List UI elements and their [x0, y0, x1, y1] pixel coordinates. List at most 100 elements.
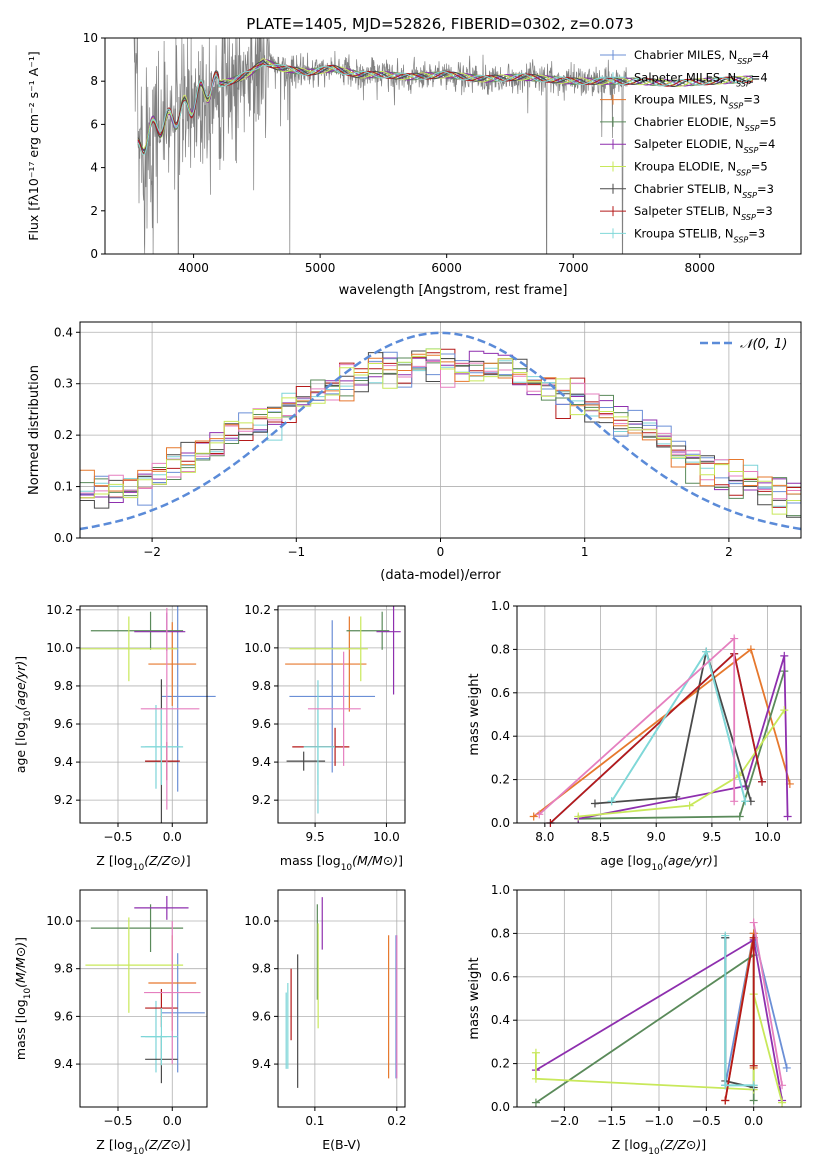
y-tick-label: 10.2 [244, 603, 271, 617]
x-tick-label: 9.0 [647, 830, 666, 844]
y-tick-label: 0.1 [54, 480, 73, 494]
weight-marker-5-0 [574, 812, 583, 821]
x-tick-label: −1.5 [597, 1114, 626, 1128]
figure-title: PLATE=1405, MJD=52826, FIBERID=0302, z=0… [246, 15, 633, 33]
y-tick-label: 10.0 [46, 641, 73, 655]
histogram-series-6 [80, 361, 801, 500]
weight-marker-7-2 [749, 1061, 758, 1070]
y-axis-label: mass weight [467, 673, 482, 755]
legend-entry: Salpeter ELODIE, NSSP=4 [634, 137, 775, 155]
weight-marker-8-2 [749, 1081, 758, 1090]
y-axis-label: Flux [fλ10⁻¹⁷ erg cm⁻² s⁻¹ A⁻¹] [26, 51, 41, 240]
mass-vs-ebv-panel: 0.1 0.2 9.4 9.6 9.8 10.0 E(B-V) [244, 889, 406, 1152]
weight-marker-8-0 [721, 931, 730, 940]
axes-frame [516, 605, 802, 824]
y-tick-label: 0.2 [491, 1057, 510, 1071]
y-tick-label: 0.4 [491, 729, 510, 743]
y-tick-label: 0.0 [491, 1100, 510, 1114]
weight-series-8 [610, 649, 747, 802]
spectrum-model-line-8 [137, 64, 754, 156]
y-tick-label: 8 [90, 74, 98, 88]
y-tick-label: 0.2 [54, 428, 73, 442]
weight-marker-2-0 [529, 812, 538, 821]
x-tick-label: 10.0 [373, 830, 400, 844]
y-axis-label: Normed distribution [27, 365, 42, 495]
weight-marker-3-0 [531, 1098, 540, 1107]
y-axis-label: mass [log10(M/M⊙)] [13, 937, 33, 1060]
y-tick-label: 9.4 [54, 755, 73, 769]
x-tick-label: 8.0 [535, 830, 554, 844]
weight-marker-4-2 [780, 651, 789, 660]
x-tick-label: 7000 [558, 261, 589, 275]
x-tick-label: 0.2 [387, 1114, 406, 1128]
weight-marker-2-1 [746, 645, 755, 654]
legend-entry: Kroupa ELODIE, NSSP=5 [634, 160, 768, 178]
spectrum-model-line-3 [137, 61, 753, 154]
legend-entry: Salpeter MILES, NSSP=4 [634, 70, 768, 88]
weight-series-7 [724, 937, 755, 1101]
y-tick-label: 0.8 [491, 642, 510, 656]
weight-series-6 [594, 651, 752, 805]
x-tick-label: 9.5 [306, 830, 325, 844]
x-tick-label: 10.0 [754, 830, 781, 844]
weight-marker-8-0 [607, 797, 616, 806]
y-tick-label: 9.6 [54, 1009, 73, 1023]
y-tick-label: 0.0 [54, 531, 73, 545]
residual-panel: −2 −1 0 1 2 0.0 0.1 0.2 0.3 0.4 (data-model)/error… [27, 321, 802, 583]
weight-series-5 [578, 709, 786, 818]
legend-entry: Chabrier ELODIE, NSSP=5 [634, 115, 776, 132]
y-tick-label: 9.4 [54, 1057, 73, 1071]
y-tick-label: 0.2 [491, 773, 510, 787]
spectrum-model-line-4 [137, 59, 754, 151]
mass-vs-Z-panel: −0.5 0.0 9.4 9.6 9.8 10.0 Z [log10(Z/Z⊙)] mass … [13, 889, 208, 1157]
weight-marker-5-4 [778, 1098, 787, 1107]
x-axis-label: E(B-V) [322, 1137, 361, 1152]
axes-frame [79, 605, 208, 824]
legend-entry: 𝒩(0, 1) [740, 337, 787, 352]
x-tick-label: 9.5 [702, 830, 721, 844]
y-tick-label: 9.6 [252, 1009, 271, 1023]
y-tick-label: 10.0 [46, 914, 73, 928]
x-axis-label: (data-model)/error [380, 568, 501, 583]
x-tick-label: 0 [437, 545, 445, 559]
weight-marker-8-2 [741, 797, 750, 806]
y-tick-label: 6 [90, 117, 98, 131]
weight-marker-9-2 [730, 797, 739, 806]
weight-series-9 [538, 636, 736, 815]
y-tick-label: 0.3 [54, 377, 73, 391]
legend-entry: Chabrier MILES, NSSP=4 [634, 48, 769, 66]
weight-marker-3-1 [735, 812, 744, 821]
y-tick-label: 9.2 [54, 793, 73, 807]
histogram-series-8 [80, 348, 801, 515]
legend-entry: Kroupa STELIB, NSSP=3 [634, 226, 765, 244]
y-tick-label: 1.0 [491, 599, 510, 613]
x-tick-label: 0.0 [163, 830, 182, 844]
x-tick-label: 8.5 [591, 830, 610, 844]
y-tick-label: 9.2 [252, 793, 271, 807]
weight-marker-5-0 [531, 1048, 540, 1057]
y-tick-label: 10.0 [244, 641, 271, 655]
age-vs-mass-panel: 9.5 10.0 9.2 9.4 9.6 9.8 10.0 10.2 mass [log10(M… [244, 603, 406, 873]
legend-entry: Chabrier STELIB, NSSP=3 [634, 182, 774, 200]
spectrum-panel: 4000 5000 6000 7000 8000 0 2 4 6 8 10 wavelength [A… [26, 31, 802, 298]
y-tick-label: 4 [90, 161, 98, 175]
y-tick-label: 9.4 [252, 755, 271, 769]
weight-series-9 [752, 922, 783, 1086]
weight-marker-7-2 [758, 777, 767, 786]
axes-frame [277, 889, 406, 1108]
x-axis-label: age [log10(age/yr)] [600, 853, 717, 873]
legend-entry: Salpeter STELIB, NSSP=3 [634, 204, 773, 222]
x-tick-label: 5000 [305, 261, 336, 275]
y-tick-label: 0.4 [54, 325, 73, 339]
y-tick-label: 9.6 [252, 717, 271, 731]
y-tick-label: 0.8 [491, 926, 510, 940]
x-tick-label: −1.0 [644, 1114, 673, 1128]
weight-marker-9-0 [749, 918, 758, 927]
x-tick-label: −0.5 [103, 830, 132, 844]
y-tick-label: 10 [83, 31, 98, 45]
y-tick-label: 0.4 [491, 1013, 510, 1027]
weight-series-4 [578, 655, 789, 820]
y-tick-label: 0 [90, 247, 98, 261]
x-tick-label: 1 [581, 545, 589, 559]
weight-marker-5-1 [685, 801, 694, 810]
